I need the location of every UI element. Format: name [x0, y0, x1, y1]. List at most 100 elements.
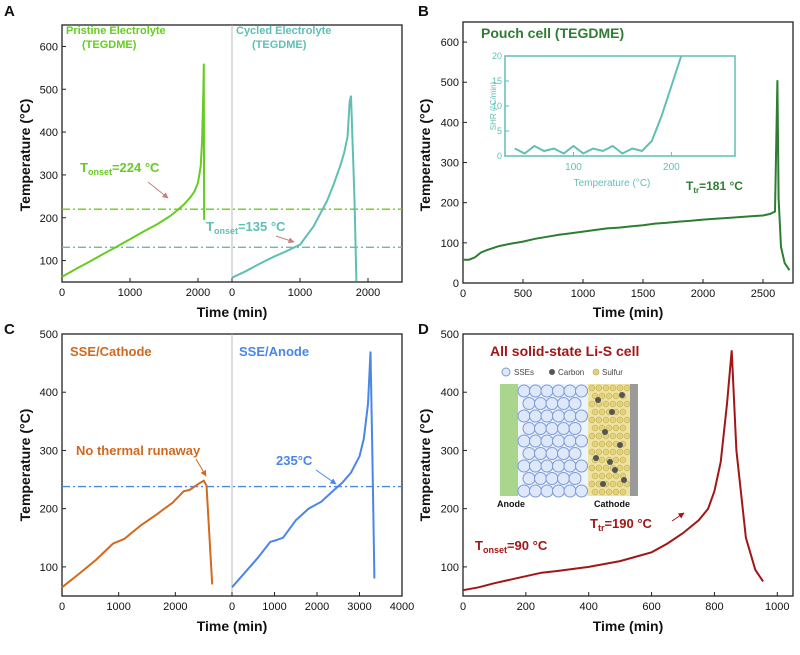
- sse-particles: [517, 384, 588, 498]
- sulfur-particle: [591, 408, 599, 416]
- sulfur-particle: [595, 384, 603, 392]
- carbon-particle: [595, 397, 601, 403]
- sulfur-particle: [605, 488, 613, 496]
- panel-label-d: D: [418, 321, 429, 338]
- sulfur-particle: [612, 488, 620, 496]
- inset-y-tick-label: 15: [492, 76, 502, 86]
- cycled-label-1: Cycled Electrolyte: [236, 25, 331, 37]
- sse-particle: [563, 434, 577, 448]
- sulfur-particle: [616, 416, 624, 424]
- carbon-particle: [607, 459, 613, 465]
- a-tonset-teal: Tonset=135 °C: [206, 219, 286, 236]
- sulfur-particle: [602, 448, 610, 456]
- b-ttr: Ttr=181 °C: [686, 179, 743, 195]
- y-tick-label: 100: [40, 562, 58, 574]
- sse-particle: [563, 459, 577, 473]
- series-shr-line: [514, 55, 683, 155]
- c-235-label: 235°C: [276, 453, 313, 468]
- sse-particle: [545, 447, 559, 460]
- a-arrow-teal: [275, 235, 295, 244]
- x-tick-label: 4000: [390, 601, 414, 613]
- sse-particle: [568, 447, 582, 460]
- c-arrow-blue: [315, 469, 337, 485]
- y-tick-label: 600: [441, 37, 459, 49]
- sulfur-particle: [616, 432, 624, 440]
- series-cathode-line: [61, 479, 214, 589]
- d-ylabel: Temperature (°C): [417, 409, 433, 522]
- x-tick-label: 200: [517, 601, 535, 613]
- sulfur-particle: [616, 400, 624, 408]
- d-arrow: [671, 512, 685, 522]
- carbon-particle: [617, 442, 623, 448]
- sulfur-particle: [605, 424, 613, 432]
- sse-particle: [540, 484, 554, 498]
- y-tick-label: 0: [453, 278, 459, 290]
- x-tick-label: 0: [460, 288, 466, 300]
- carbon-particle: [593, 455, 599, 461]
- carbon-particle: [621, 477, 627, 483]
- sulfur-particle: [623, 448, 631, 456]
- y-tick-label: 100: [40, 256, 58, 268]
- b-inset-y-ticks: 0 5 10 15 20: [492, 51, 509, 161]
- d-x-ticks: 0 200 400 600 800 1000: [460, 592, 790, 613]
- sulfur-particle: [595, 432, 603, 440]
- b-ylabel: Temperature (°C): [417, 99, 433, 212]
- x-tick-label: 500: [514, 288, 532, 300]
- legend-carbon: Carbon: [558, 368, 584, 377]
- x-tick-label: 1000: [288, 287, 312, 299]
- sulfur-particle: [598, 392, 606, 400]
- sse-particle: [552, 484, 565, 498]
- carbon-particle: [600, 481, 606, 487]
- y-tick-label: 500: [40, 329, 58, 341]
- x-tick-label: 1000: [571, 288, 595, 300]
- carbon-particle: [619, 392, 625, 398]
- sulfur-particle: [588, 464, 596, 472]
- sse-particle: [557, 447, 570, 460]
- sse-particle: [529, 484, 542, 498]
- sulfur-particle: [605, 392, 613, 400]
- pristine-label-2: (TEGDME): [82, 39, 137, 51]
- d-ttr: Ttr=190 °C: [590, 516, 653, 533]
- sulfur-particle: [609, 448, 617, 456]
- sse-particle: [563, 384, 577, 398]
- sulfur-particle: [612, 392, 620, 400]
- x-tick-label: 2500: [751, 288, 775, 300]
- panel-label-c: C: [4, 321, 15, 338]
- sse-particle: [557, 422, 570, 435]
- sse-particle: [534, 472, 547, 485]
- sse-particle: [568, 472, 582, 485]
- y-tick-label: 200: [441, 198, 459, 210]
- sulfur-particle: [619, 488, 627, 496]
- sse-particle: [529, 384, 542, 398]
- sulfur-particle: [605, 472, 613, 480]
- c-ylabel: Temperature (°C): [17, 409, 33, 522]
- anode-label: Anode: [497, 499, 525, 509]
- sulfur-particle: [595, 416, 603, 424]
- sse-particle: [534, 447, 547, 460]
- sse-particle: [575, 409, 588, 423]
- inset-y-tick-label: 5: [497, 126, 502, 136]
- b-title: Pouch cell (TEGDME): [481, 25, 624, 41]
- x-tick-label: 0: [229, 287, 235, 299]
- sulfur-particle: [619, 408, 627, 416]
- sulfur-particle: [598, 456, 606, 464]
- x-tick-label: 100: [565, 162, 582, 173]
- sulfur-particle: [616, 480, 624, 488]
- y-tick-label: 400: [40, 387, 58, 399]
- legend-sulfur: Sulfur: [602, 368, 623, 377]
- sulfur-particle: [598, 472, 606, 480]
- x-tick-label: 0: [59, 601, 65, 613]
- sse-particle: [529, 409, 542, 423]
- sulfur-particle: [595, 464, 603, 472]
- x-tick-label: 0: [460, 601, 466, 613]
- x-tick-label: 1000: [765, 601, 789, 613]
- sulfur-particle: [588, 416, 596, 424]
- sse-particle: [517, 459, 531, 473]
- sse-particle: [517, 384, 531, 398]
- sse-particle: [529, 434, 542, 448]
- sulfur-particle: [616, 384, 624, 392]
- a-x-ticks: 0 1000 2000 0 1000 2000: [59, 278, 380, 299]
